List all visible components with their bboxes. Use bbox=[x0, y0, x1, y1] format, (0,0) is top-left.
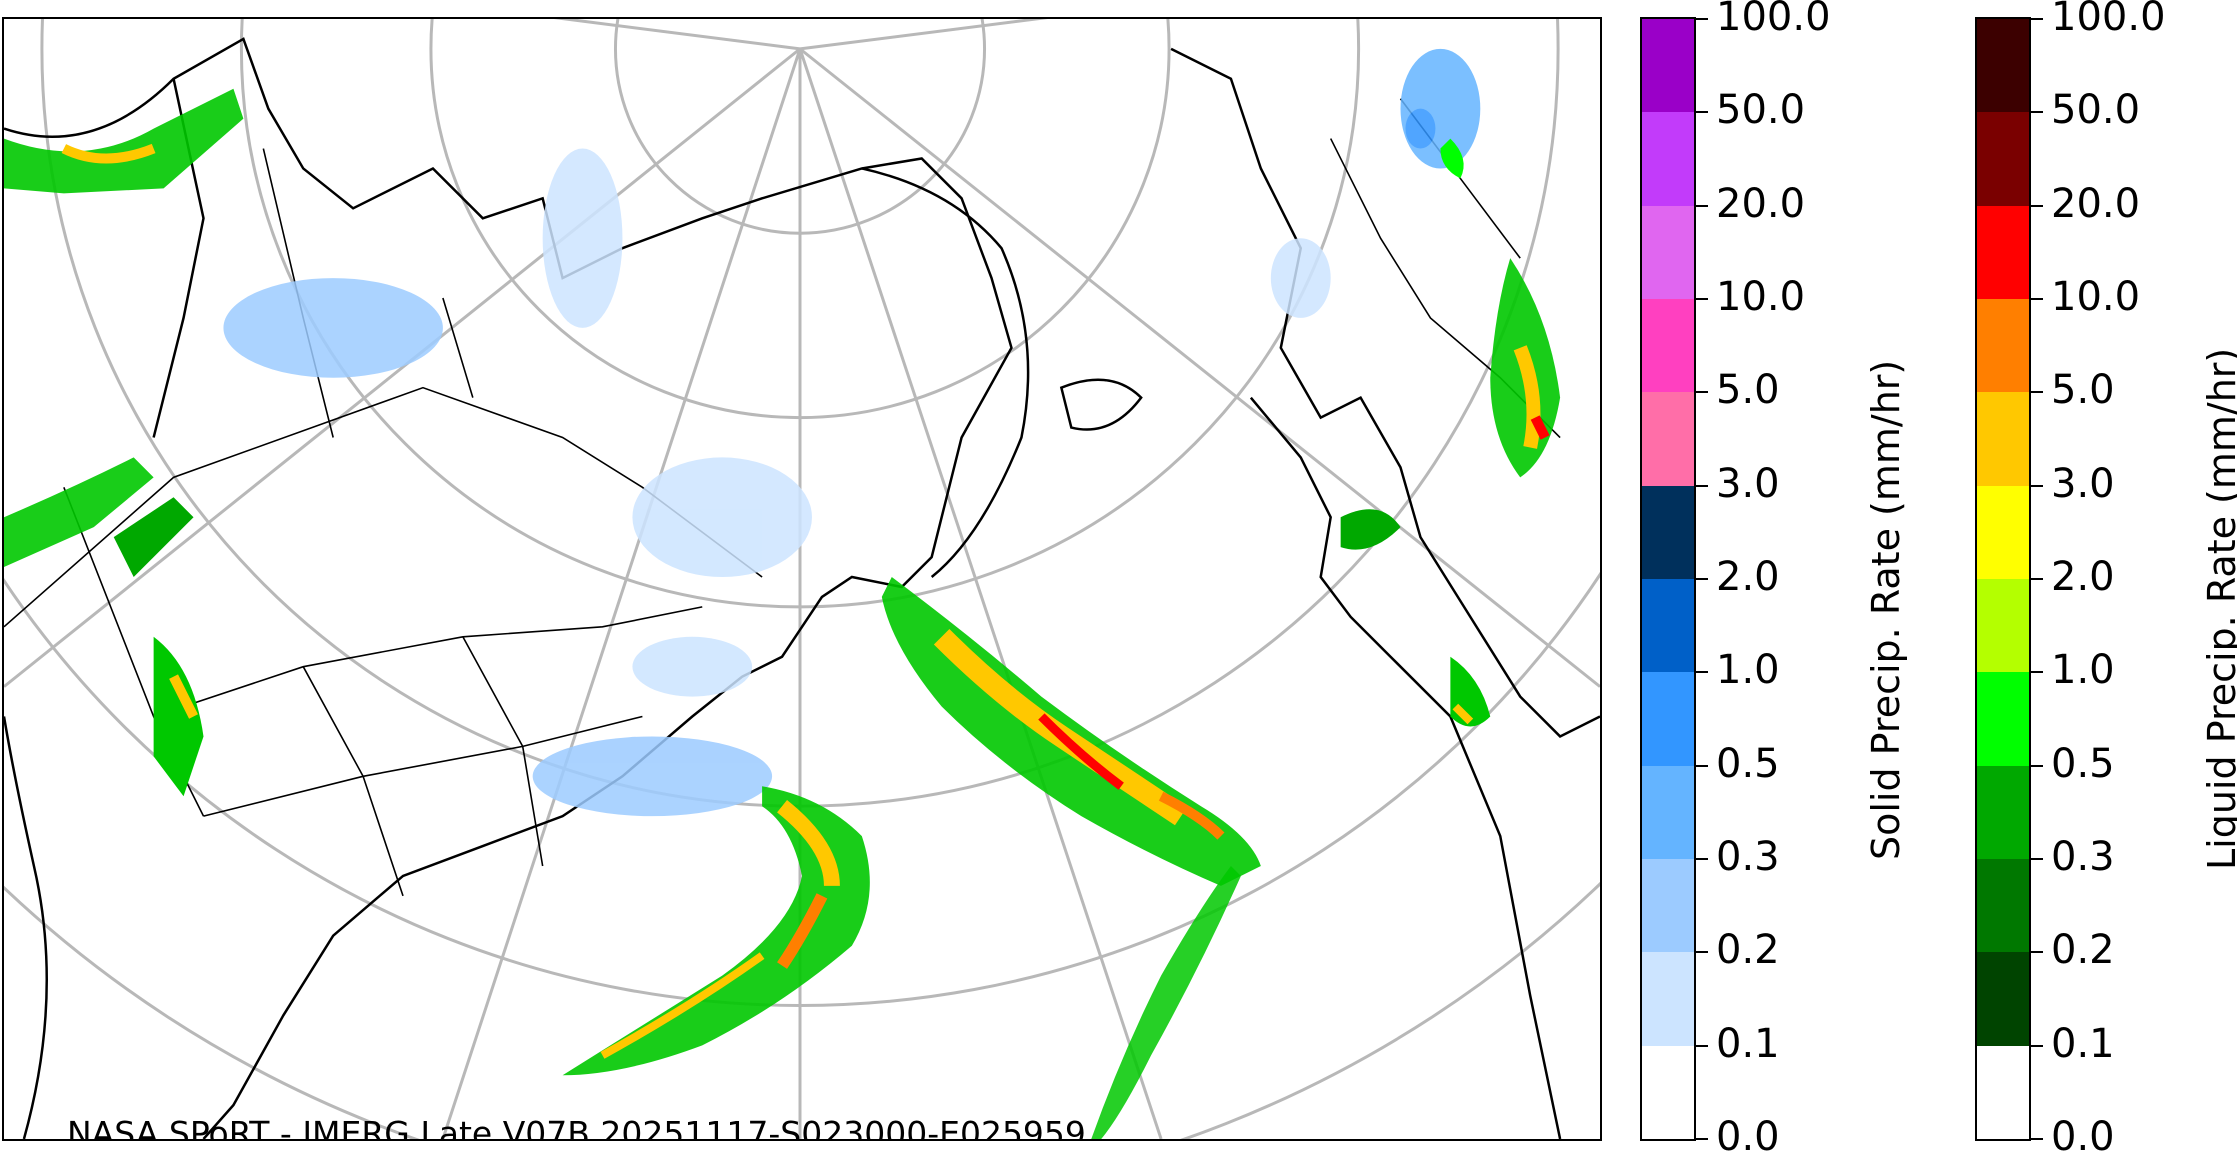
liquid-colorbar-tick-mark bbox=[2031, 484, 2043, 487]
liquid-colorbar-tick-mark bbox=[2031, 1138, 2043, 1140]
precipitation-map: NASA SPoRT - IMERG Late V07B 20251117-S0… bbox=[2, 17, 1602, 1141]
solid-precip-colorbar bbox=[1640, 17, 1696, 1141]
liquid-colorbar-segment bbox=[1977, 205, 2029, 300]
liquid-precip-colorbar-title: Liquid Precip. Rate (mm/hr) bbox=[2200, 347, 2237, 870]
liquid-colorbar-segment bbox=[1977, 392, 2029, 487]
liquid-colorbar-segment bbox=[1977, 19, 2029, 113]
liquid-colorbar-segment bbox=[1977, 485, 2029, 580]
coastlines bbox=[4, 37, 1600, 1139]
solid-colorbar-tick-mark bbox=[1696, 484, 1708, 487]
solid-colorbar-tick-label: 0.3 bbox=[1716, 834, 1780, 880]
solid-colorbar-tick-mark bbox=[1696, 764, 1708, 767]
solid-colorbar-tick-mark bbox=[1696, 204, 1708, 207]
liquid-colorbar-segment bbox=[1977, 579, 2029, 673]
solid-colorbar-tick-mark bbox=[1696, 18, 1708, 20]
solid-precip-areas bbox=[223, 48, 1481, 817]
solid-colorbar-tick-label: 0.2 bbox=[1716, 927, 1780, 974]
liquid-precip-areas bbox=[4, 88, 1561, 1139]
solid-colorbar-segment bbox=[1642, 579, 1694, 673]
liquid-colorbar-segment bbox=[1977, 952, 2029, 1047]
solid-colorbar-tick-mark bbox=[1696, 578, 1708, 580]
solid-colorbar-tick-mark bbox=[1696, 1138, 1708, 1140]
solid-colorbar-segment bbox=[1642, 205, 1694, 300]
liquid-colorbar-tick-label: 2.0 bbox=[2051, 554, 2115, 600]
liquid-colorbar-tick-label: 0.3 bbox=[2051, 834, 2115, 880]
solid-colorbar-tick-label: 100.0 bbox=[1716, 0, 1831, 40]
solid-colorbar-tick-label: 50.0 bbox=[1716, 87, 1806, 134]
liquid-precip-colorbar bbox=[1975, 17, 2031, 1141]
liquid-colorbar-tick-mark bbox=[2031, 858, 2043, 860]
liquid-colorbar-segment bbox=[1977, 112, 2029, 207]
solid-colorbar-segment bbox=[1642, 1045, 1694, 1140]
liquid-colorbar-tick-mark bbox=[2031, 671, 2043, 674]
liquid-colorbar-segment bbox=[1977, 859, 2029, 953]
liquid-colorbar-tick-label: 5.0 bbox=[2051, 367, 2115, 414]
liquid-colorbar-tick-label: 0.1 bbox=[2051, 1020, 2115, 1067]
liquid-colorbar-tick-label: 0.0 bbox=[2051, 1114, 2115, 1160]
liquid-colorbar-tick-mark bbox=[2031, 1044, 2043, 1047]
liquid-colorbar-tick-mark bbox=[2031, 951, 2043, 954]
solid-colorbar-segment bbox=[1642, 485, 1694, 580]
liquid-colorbar-tick-label: 3.0 bbox=[2051, 460, 2115, 507]
solid-colorbar-tick-label: 2.0 bbox=[1716, 554, 1780, 600]
liquid-colorbar-tick-label: 0.2 bbox=[2051, 927, 2115, 974]
solid-precip-colorbar-title: Solid Precip. Rate (mm/hr) bbox=[1864, 359, 1908, 860]
liquid-colorbar-tick-label: 10.0 bbox=[2051, 274, 2141, 320]
solid-colorbar-tick-mark bbox=[1696, 391, 1708, 394]
liquid-colorbar-segment bbox=[1977, 1045, 2029, 1140]
solid-colorbar-tick-mark bbox=[1696, 298, 1708, 300]
solid-colorbar-tick-label: 0.1 bbox=[1716, 1020, 1780, 1067]
solid-colorbar-segment bbox=[1642, 952, 1694, 1047]
solid-colorbar-tick-mark bbox=[1696, 1044, 1708, 1047]
map-graphics bbox=[4, 19, 1600, 1139]
liquid-colorbar-tick-mark bbox=[2031, 204, 2043, 207]
solid-colorbar-tick-label: 10.0 bbox=[1716, 274, 1806, 320]
liquid-colorbar-segment bbox=[1977, 672, 2029, 767]
liquid-colorbar-segment bbox=[1977, 299, 2029, 393]
solid-colorbar-segment bbox=[1642, 765, 1694, 860]
solid-colorbar-tick-label: 0.5 bbox=[1716, 740, 1780, 787]
solid-colorbar-segment bbox=[1642, 392, 1694, 487]
liquid-colorbar-tick-mark bbox=[2031, 764, 2043, 767]
liquid-colorbar-tick-mark bbox=[2031, 111, 2043, 114]
liquid-colorbar-tick-mark bbox=[2031, 18, 2043, 20]
solid-colorbar-tick-mark bbox=[1696, 671, 1708, 674]
solid-colorbar-tick-mark bbox=[1696, 858, 1708, 860]
solid-colorbar-tick-label: 3.0 bbox=[1716, 460, 1780, 507]
solid-colorbar-segment bbox=[1642, 19, 1694, 113]
liquid-colorbar-tick-label: 0.5 bbox=[2051, 740, 2115, 787]
solid-colorbar-tick-mark bbox=[1696, 111, 1708, 114]
solid-colorbar-segment bbox=[1642, 859, 1694, 953]
solid-colorbar-segment bbox=[1642, 299, 1694, 393]
liquid-colorbar-tick-mark bbox=[2031, 578, 2043, 580]
liquid-colorbar-tick-mark bbox=[2031, 298, 2043, 300]
solid-colorbar-segment bbox=[1642, 112, 1694, 207]
liquid-colorbar-tick-mark bbox=[2031, 391, 2043, 394]
liquid-colorbar-tick-label: 100.0 bbox=[2051, 0, 2166, 40]
liquid-colorbar-segment bbox=[1977, 765, 2029, 860]
solid-colorbar-segment bbox=[1642, 672, 1694, 767]
liquid-colorbar-tick-label: 50.0 bbox=[2051, 87, 2141, 134]
solid-colorbar-tick-label: 20.0 bbox=[1716, 180, 1806, 227]
solid-colorbar-tick-label: 1.0 bbox=[1716, 647, 1780, 694]
solid-colorbar-tick-mark bbox=[1696, 951, 1708, 954]
solid-colorbar-tick-label: 0.0 bbox=[1716, 1114, 1780, 1160]
liquid-colorbar-tick-label: 20.0 bbox=[2051, 180, 2141, 227]
liquid-colorbar-tick-label: 1.0 bbox=[2051, 647, 2115, 694]
data-source-caption: NASA SPoRT - IMERG Late V07B 20251117-S0… bbox=[67, 1114, 1086, 1141]
solid-colorbar-tick-label: 5.0 bbox=[1716, 367, 1780, 414]
